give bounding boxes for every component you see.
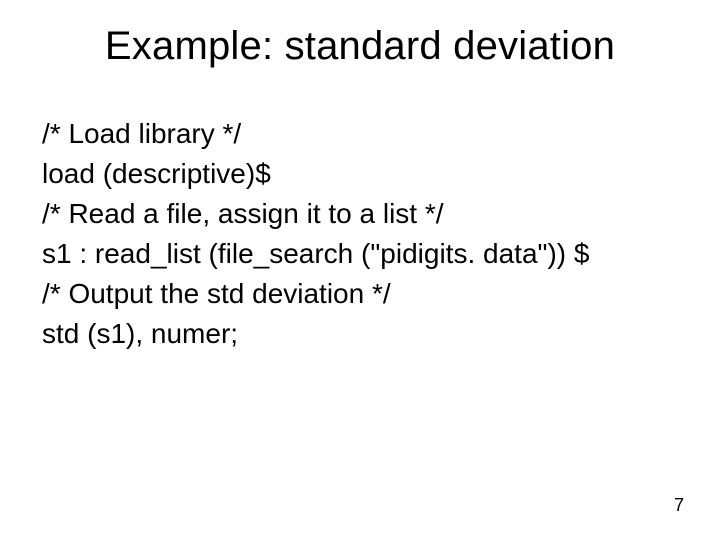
code-line: s1 : read_list (file_search ("pidigits. … [42, 236, 678, 272]
slide: Example: standard deviation /* Load libr… [0, 0, 720, 540]
code-line: /* Read a file, assign it to a list */ [42, 196, 678, 232]
code-line: load (descriptive)$ [42, 156, 678, 192]
slide-body: /* Load library */ load (descriptive)$ /… [42, 116, 678, 356]
code-line: /* Output the std deviation */ [42, 276, 678, 312]
code-line: std (s1), numer; [42, 316, 678, 352]
page-number: 7 [674, 495, 684, 516]
slide-title: Example: standard deviation [0, 24, 720, 69]
code-line: /* Load library */ [42, 116, 678, 152]
